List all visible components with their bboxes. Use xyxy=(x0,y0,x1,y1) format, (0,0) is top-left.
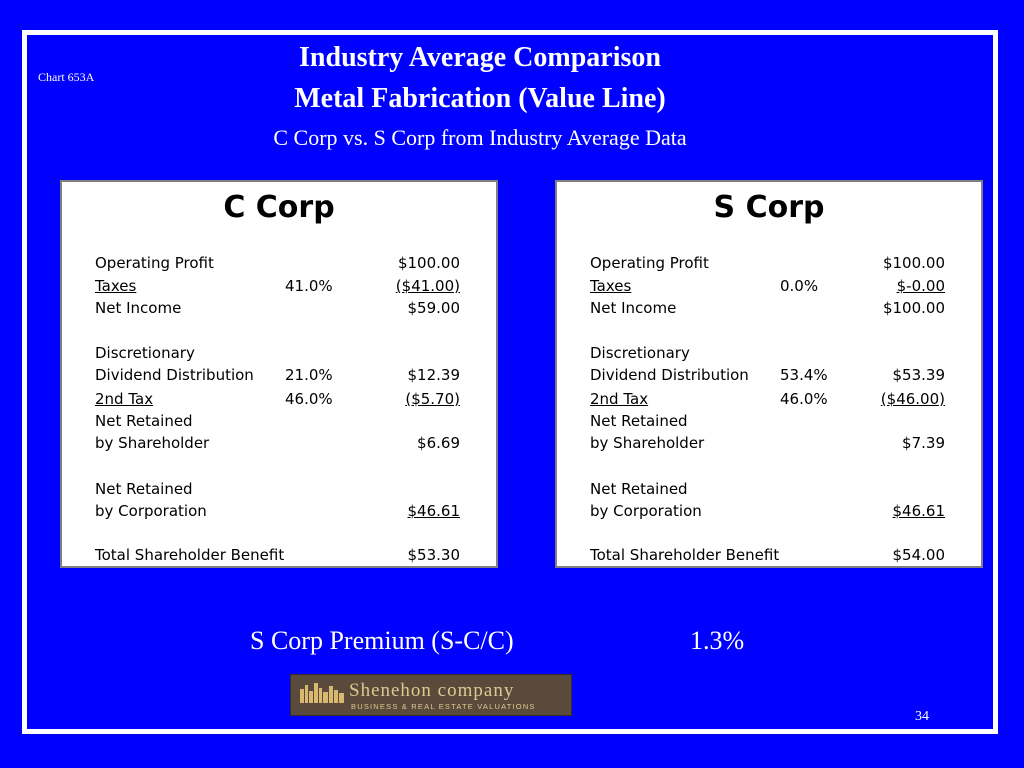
s-row-discretionary: Discretionary xyxy=(590,344,690,362)
c-row-total-benefit: Total Shareholder Benefit $53.30 xyxy=(95,546,460,564)
s-row-taxes: Taxes 0.0% $-0.00 xyxy=(590,277,945,295)
c-row-by-corporation: by Corporation $46.61 xyxy=(95,502,460,520)
s-row-dividend-distribution: Dividend Distribution 53.4% $53.39 xyxy=(590,366,945,384)
skyline-icon xyxy=(300,683,344,703)
logo-tagline: BUSINESS & REAL ESTATE VALUATIONS xyxy=(351,702,536,711)
slide-subtitle: C Corp vs. S Corp from Industry Average … xyxy=(273,125,687,150)
premium-value: 1.3% xyxy=(690,626,745,655)
logo-name: Shenehon company xyxy=(349,680,515,701)
s-row-by-corporation: by Corporation $46.61 xyxy=(590,502,945,520)
s-row-2nd-tax: 2nd Tax 46.0% ($46.00) xyxy=(590,390,945,408)
s-row-total-benefit: Total Shareholder Benefit $54.00 xyxy=(590,546,945,564)
c-corp-heading: C Corp xyxy=(223,190,335,225)
c-row-2nd-tax: 2nd Tax 46.0% ($5.70) xyxy=(95,390,460,408)
s-row-by-shareholder: by Shareholder $7.39 xyxy=(590,434,945,452)
c-row-net-income: Net Income $59.00 xyxy=(95,299,460,317)
s-row-net-retained-sh: Net Retained xyxy=(590,412,688,430)
s-row-operating-profit: Operating Profit $100.00 xyxy=(590,254,945,272)
s-row-net-retained-corp: Net Retained xyxy=(590,480,688,498)
c-row-net-retained-sh: Net Retained xyxy=(95,412,193,430)
c-row-dividend-distribution: Dividend Distribution 21.0% $12.39 xyxy=(95,366,460,384)
premium-label: S Corp Premium (S-C/C) xyxy=(250,626,514,655)
c-row-taxes: Taxes 41.0% ($41.00) xyxy=(95,277,460,295)
page-number: 34 xyxy=(915,709,929,724)
c-row-discretionary: Discretionary xyxy=(95,344,195,362)
s-corp-heading: S Corp xyxy=(713,190,825,225)
company-logo: Shenehon company BUSINESS & REAL ESTATE … xyxy=(290,674,572,716)
s-corp-panel: S Corp Operating Profit $100.00 Taxes 0.0%… xyxy=(555,180,983,568)
s-row-net-income: Net Income $100.00 xyxy=(590,299,945,317)
c-corp-panel: C Corp Operating Profit $100.00 Taxes 41.0… xyxy=(60,180,498,568)
slide-title-line2: Metal Fabrication (Value Line) xyxy=(294,83,666,114)
slide-frame xyxy=(22,30,998,734)
chart-id: Chart 653A xyxy=(38,70,95,84)
c-row-operating-profit: Operating Profit $100.00 xyxy=(95,254,460,272)
c-row-net-retained-corp: Net Retained xyxy=(95,480,193,498)
slide-title: Industry Average Comparison xyxy=(299,42,661,73)
c-row-by-shareholder: by Shareholder $6.69 xyxy=(95,434,460,452)
